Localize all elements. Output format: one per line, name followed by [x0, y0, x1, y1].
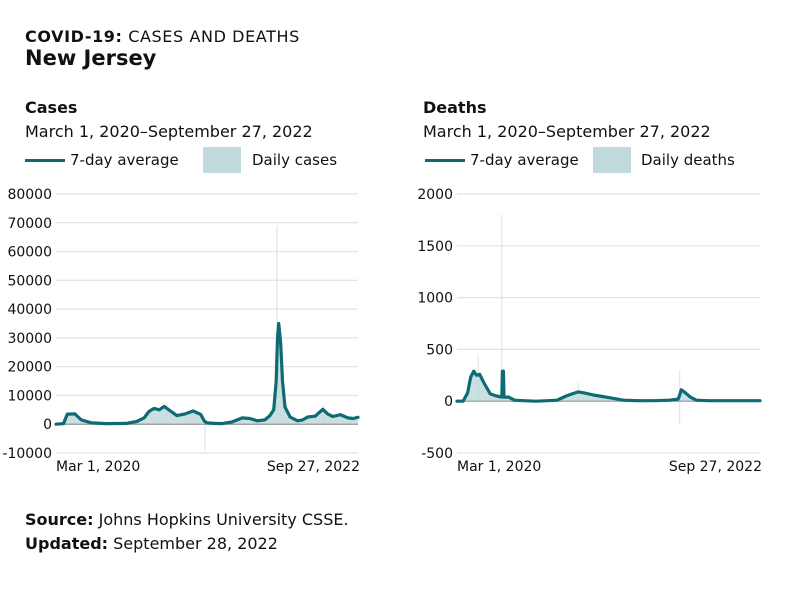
updated-label: Updated:	[25, 534, 109, 553]
deaths-x-tick-label-start: Mar 1, 2020	[457, 459, 541, 475]
updated-text: September 28, 2022	[108, 534, 278, 553]
deaths-y-tick-label: 0	[444, 394, 453, 410]
cases-y-tick-label: 50000	[7, 273, 52, 289]
cases-y-tick-label: 20000	[7, 360, 52, 376]
deaths-y-tick-label: -500	[421, 446, 453, 462]
legend-line-swatch	[425, 159, 465, 162]
legend-area-swatch	[593, 147, 631, 173]
deaths-y-tick-label: 2000	[417, 187, 453, 203]
cases-y-tick-label: 70000	[7, 216, 52, 232]
cases-y-tick-label: 60000	[7, 245, 52, 261]
source-label: Source:	[25, 510, 94, 529]
cases-y-tick-label: 10000	[7, 388, 52, 404]
cases-title: Cases	[25, 98, 78, 117]
chart-kicker: COVID-19: CASES AND DEATHS	[25, 27, 300, 46]
kicker-bold: COVID-19:	[25, 27, 123, 46]
deaths-title: Deaths	[423, 98, 487, 117]
deaths-y-tick-label: 1000	[417, 291, 453, 307]
cases-y-tick-label: 80000	[7, 187, 52, 203]
kicker-rest: CASES AND DEATHS	[122, 27, 300, 46]
cases-y-tick-label: 0	[43, 417, 52, 433]
legend-area-label: Daily cases	[252, 151, 338, 169]
legend-line-swatch	[25, 159, 65, 162]
updated-note: Updated: September 28, 2022	[25, 534, 278, 553]
cases-y-tick-label: 40000	[7, 302, 52, 318]
source-text: Johns Hopkins University CSSE.	[93, 510, 349, 529]
deaths-7day-average-line	[455, 369, 762, 403]
deaths-y-tick-label: 500	[426, 342, 453, 358]
legend-area-label: Daily deaths	[641, 151, 735, 169]
legend-area-swatch	[203, 147, 241, 173]
deaths-subtitle: March 1, 2020–September 27, 2022	[423, 122, 711, 141]
deaths-x-tick-label-end: Sep 27, 2022	[669, 459, 762, 475]
cases-subtitle: March 1, 2020–September 27, 2022	[25, 122, 313, 141]
legend-line-label: 7-day average	[470, 151, 579, 169]
cases-7day-average-line	[54, 321, 360, 426]
deaths-y-tick-label: 1500	[417, 239, 453, 255]
cases-daily-area	[56, 323, 358, 425]
cases-y-tick-label: -10000	[2, 446, 52, 462]
legend-line-label: 7-day average	[70, 151, 179, 169]
cases-x-tick-label-start: Mar 1, 2020	[56, 459, 140, 475]
cases-x-tick-label-end: Sep 27, 2022	[267, 459, 360, 475]
source-note: Source: Johns Hopkins University CSSE.	[25, 510, 349, 529]
cases-y-tick-label: 30000	[7, 331, 52, 347]
page-title: New Jersey	[25, 46, 157, 70]
